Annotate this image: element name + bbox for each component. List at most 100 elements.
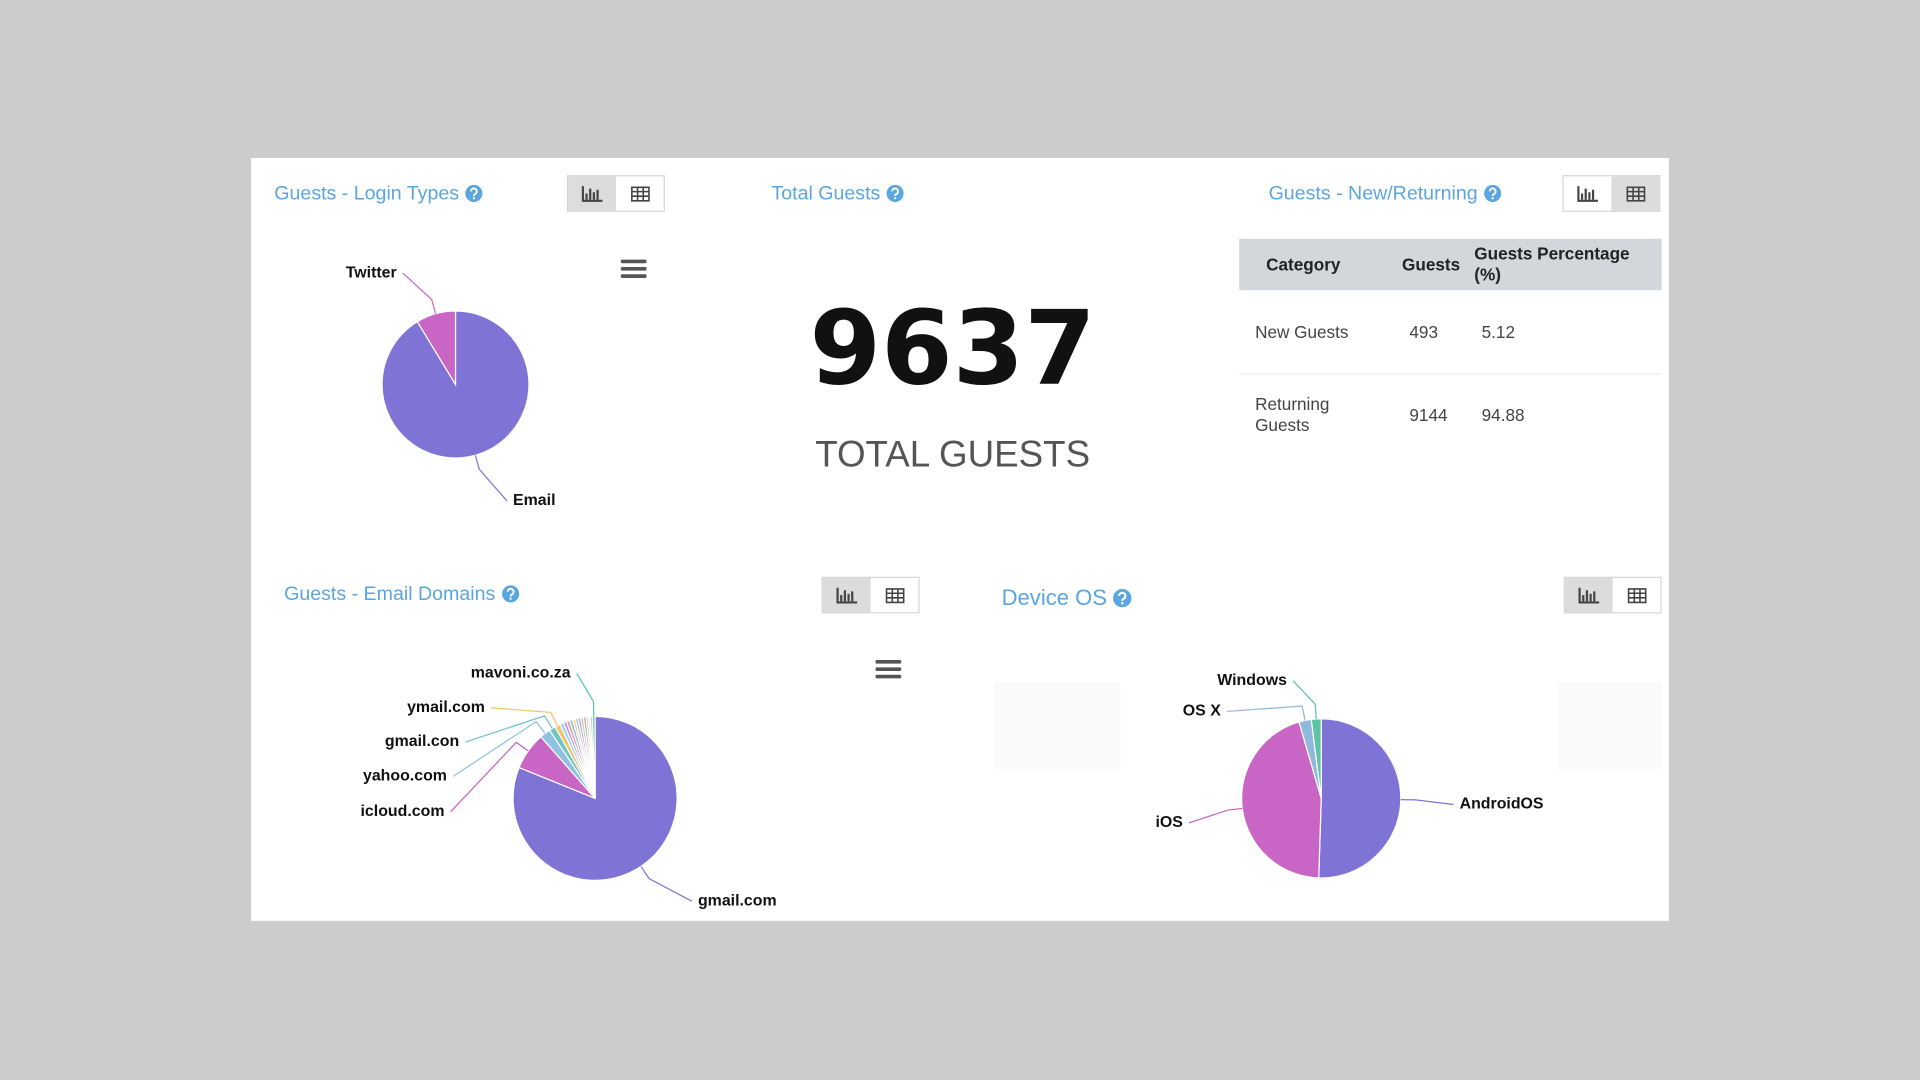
help-icon[interactable] <box>1113 588 1132 608</box>
leader-line <box>450 741 529 813</box>
pie-slice <box>591 715 596 799</box>
icon-dot <box>508 597 512 600</box>
title-text: Guests - Email Domains <box>284 584 496 605</box>
help-icon[interactable] <box>501 585 519 603</box>
icon-glyph <box>1488 187 1497 197</box>
title-text: Guests - Login Types <box>274 183 460 205</box>
slice-label: gmail.com <box>698 892 777 909</box>
table-view-button[interactable] <box>1611 176 1660 211</box>
table-cell: 5.12 <box>1481 322 1515 342</box>
icon-circle <box>886 184 904 203</box>
title-text: Total Guests <box>771 183 881 205</box>
pie-slice <box>1318 718 1402 879</box>
grid-icon <box>885 587 904 603</box>
icon-glyph <box>1118 591 1127 601</box>
help-icon[interactable] <box>465 184 483 203</box>
slice-label: iOS <box>1155 814 1182 831</box>
help-icon[interactable] <box>886 184 904 203</box>
icon-glyph <box>1625 185 1645 202</box>
leader-line <box>465 715 553 743</box>
slice-label: icloud.com <box>361 803 445 820</box>
leader-line <box>1188 807 1243 824</box>
panel-title: Total Guests <box>771 181 904 208</box>
icon-circle <box>1113 588 1132 608</box>
column-header: Guests Percentage (%) <box>1474 243 1630 285</box>
icon-circle <box>465 184 483 203</box>
column-header: Guests <box>1402 254 1461 275</box>
slice-label: OS X <box>1183 703 1221 720</box>
help-icon[interactable] <box>1483 184 1501 203</box>
bar-icon <box>1576 186 1598 202</box>
table-cell: 9144 <box>1409 405 1448 425</box>
leader-line <box>474 455 508 502</box>
placeholder <box>994 682 1121 769</box>
slice-label: yahoo.com <box>363 768 447 785</box>
view-toggle <box>821 576 920 614</box>
table-cell: 493 <box>1409 322 1438 342</box>
title-text: Guests - New/Returning <box>1268 183 1478 205</box>
icon-dot <box>893 197 897 200</box>
slice-label: AndroidOS <box>1460 796 1544 813</box>
icon-glyph <box>469 187 478 197</box>
leader-line <box>1292 680 1317 719</box>
panel-title: Device OS <box>1002 584 1132 611</box>
icon-glyph <box>885 587 904 603</box>
slice-label: Twitter <box>346 264 397 281</box>
column-header: Category <box>1266 254 1341 275</box>
bar-icon <box>1577 587 1599 604</box>
panel-title: Guests - Email Domains <box>284 582 519 609</box>
grid-icon <box>1625 185 1645 202</box>
icon-glyph <box>1577 587 1599 604</box>
slice-label: gmail.con <box>385 733 459 750</box>
leader-line <box>402 272 437 314</box>
panel-title: Guests - New/Returning <box>1269 181 1501 208</box>
icon-glyph <box>891 187 899 197</box>
icon-circle <box>501 585 519 603</box>
leader-line <box>576 673 595 717</box>
table-header <box>1239 238 1662 291</box>
slice-label: mavoni.co.za <box>471 665 571 682</box>
pie-slice <box>512 715 678 881</box>
icon-dot <box>1121 602 1124 605</box>
placeholder <box>1557 682 1662 769</box>
icon-glyph <box>1627 587 1646 603</box>
bar-icon <box>581 186 602 202</box>
icon-circle <box>1483 184 1501 203</box>
table-view-button[interactable] <box>871 578 919 612</box>
total-value: 9637 <box>809 287 1096 408</box>
table-cell: Returning Guests <box>1255 394 1330 435</box>
chart-menu[interactable] <box>620 259 647 282</box>
chart-menu[interactable] <box>875 660 902 682</box>
title-text: Device OS <box>1001 585 1107 610</box>
grid-icon <box>1627 587 1646 603</box>
icon-dot <box>1491 197 1494 200</box>
chart-view-button[interactable] <box>822 577 871 613</box>
chart-view-button[interactable] <box>1564 577 1613 613</box>
view-toggle <box>1563 576 1662 614</box>
icon-glyph <box>630 185 650 202</box>
slice-label: Email <box>513 492 555 509</box>
pie-slice <box>1310 718 1322 799</box>
chart-view-button[interactable] <box>1564 176 1612 210</box>
pie-slice <box>1241 721 1322 879</box>
icon-glyph <box>835 587 857 604</box>
bar-icon <box>835 587 857 604</box>
slice-label: ymail.com <box>407 699 485 716</box>
leader-line <box>640 866 693 902</box>
icon-dot <box>472 197 475 200</box>
leader-line <box>490 707 559 726</box>
table-view-button[interactable] <box>1613 578 1661 612</box>
view-toggle <box>566 175 665 212</box>
grid-icon <box>630 185 650 202</box>
slice-label: Windows <box>1217 672 1287 689</box>
view-toggle <box>1562 175 1661 212</box>
leader-line <box>1226 705 1306 721</box>
row-divider <box>1239 373 1662 375</box>
table-view-button[interactable] <box>616 176 664 210</box>
chart-view-button[interactable] <box>568 176 616 211</box>
icon-glyph <box>506 587 514 597</box>
table-cell: 94.88 <box>1481 405 1525 425</box>
